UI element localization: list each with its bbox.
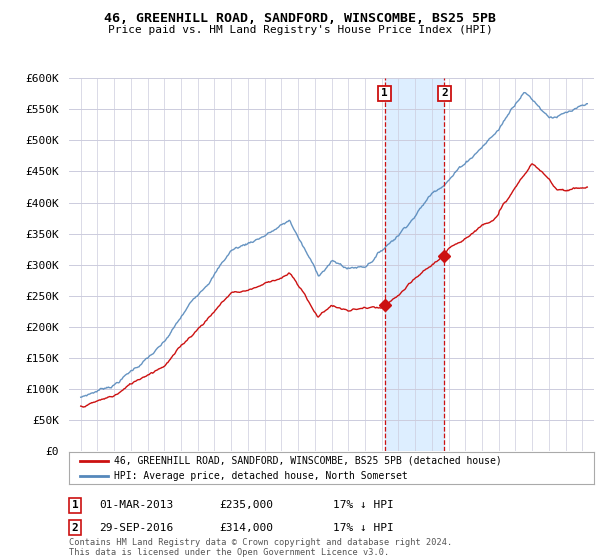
Bar	[385, 78, 445, 451]
Text: £314,000: £314,000	[219, 522, 273, 533]
Text: 17% ↓ HPI: 17% ↓ HPI	[333, 500, 394, 510]
Text: HPI: Average price, detached house, North Somerset: HPI: Average price, detached house, Nort…	[113, 472, 407, 481]
Text: £235,000: £235,000	[219, 500, 273, 510]
Text: 46, GREENHILL ROAD, SANDFORD, WINSCOMBE, BS25 5PB: 46, GREENHILL ROAD, SANDFORD, WINSCOMBE,…	[104, 12, 496, 25]
Text: 1: 1	[71, 500, 79, 510]
Text: Contains HM Land Registry data © Crown copyright and database right 2024.
This d: Contains HM Land Registry data © Crown c…	[69, 538, 452, 557]
Text: 17% ↓ HPI: 17% ↓ HPI	[333, 522, 394, 533]
Text: 1: 1	[381, 88, 388, 99]
Text: 2: 2	[71, 522, 79, 533]
Text: 29-SEP-2016: 29-SEP-2016	[99, 522, 173, 533]
Text: 2: 2	[441, 88, 448, 99]
Text: 46, GREENHILL ROAD, SANDFORD, WINSCOMBE, BS25 5PB (detached house): 46, GREENHILL ROAD, SANDFORD, WINSCOMBE,…	[113, 456, 502, 466]
Text: Price paid vs. HM Land Registry's House Price Index (HPI): Price paid vs. HM Land Registry's House …	[107, 25, 493, 35]
Text: 01-MAR-2013: 01-MAR-2013	[99, 500, 173, 510]
